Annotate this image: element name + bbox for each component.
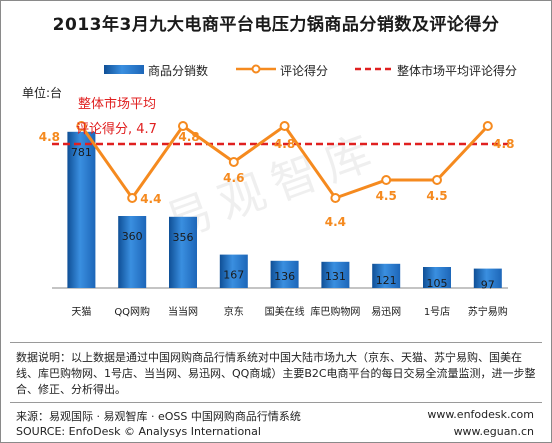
score-value-label-5: 4.4 xyxy=(325,215,346,229)
chart-title: 2013年3月九大电商平台电压力锅商品分销数及评论得分 xyxy=(52,15,500,35)
x-tick-label-7: 1号店 xyxy=(424,305,450,318)
bar-2 xyxy=(169,216,197,288)
separator-bottom xyxy=(10,402,542,403)
score-value-label-7: 4.5 xyxy=(426,189,447,203)
bar-value-label-2: 356 xyxy=(173,231,194,244)
score-value-label-6: 4.5 xyxy=(376,189,397,203)
bar-value-label-0: 781 xyxy=(71,146,92,159)
score-point-3 xyxy=(228,157,239,167)
bar-6 xyxy=(372,263,401,288)
legend-line-label: 评论得分 xyxy=(280,64,329,78)
site-enfodesk: www.enfodesk.com xyxy=(427,408,534,421)
source-cn: 来源：易观国际 · 易观智库 · eOSS 中国网购商品行情系统 xyxy=(16,410,301,423)
x-tick-label-5: 库巴购物网 xyxy=(310,305,360,318)
avg-annotation-line2: 评论得分, 4.7 xyxy=(76,121,157,137)
score-value-label-2: 4.8 xyxy=(178,130,199,144)
score-value-label-4: 4.8 xyxy=(274,137,295,151)
x-tick-label-4: 国美在线 xyxy=(265,305,305,318)
bar-value-label-5: 131 xyxy=(325,270,346,283)
score-point-4 xyxy=(279,121,290,131)
bar-4 xyxy=(270,260,299,288)
score-point-2 xyxy=(178,121,188,131)
bar-value-label-4: 136 xyxy=(274,270,295,283)
x-tick-label-6: 易迅网 xyxy=(371,306,401,318)
x-tick-label-3: 京东 xyxy=(224,305,244,318)
score-point-0 xyxy=(76,121,87,131)
score-point-5 xyxy=(330,193,341,203)
score-value-label-0: 4.8 xyxy=(39,130,60,144)
separator-top xyxy=(10,342,542,343)
score-point-1 xyxy=(127,193,138,203)
bar-7 xyxy=(423,267,451,288)
legend-avg-label: 整体市场平均评论得分 xyxy=(397,64,518,78)
avg-annotation-line1: 整体市场平均 xyxy=(78,96,156,112)
score-point-8 xyxy=(482,121,493,131)
bar-8 xyxy=(473,268,502,288)
bar-value-label-8: 97 xyxy=(481,279,495,292)
score-value-label-3: 4.6 xyxy=(223,171,244,185)
source-en: SOURCE: EnfoDesk © Analysys Internationa… xyxy=(16,425,261,438)
bar-value-label-1: 360 xyxy=(122,230,143,243)
score-point-6 xyxy=(381,175,392,185)
bar-0 xyxy=(67,131,96,288)
legend-bar-swatch xyxy=(104,65,144,74)
bar-value-label-7: 105 xyxy=(427,277,448,290)
unit-label: 单位:台 xyxy=(22,86,63,100)
x-tick-label-1: QQ网购 xyxy=(114,305,150,318)
score-value-label-1: 4.4 xyxy=(140,192,161,206)
legend-line-marker xyxy=(251,64,261,74)
legend-bar-label: 商品分销数 xyxy=(148,64,209,78)
bar-3 xyxy=(219,254,248,288)
x-tick-label-0: 天猫 xyxy=(71,305,91,318)
site-eguan: www.eguan.cn xyxy=(453,425,534,438)
data-note: 数据说明：以上数据是通过中国网购商品行情系统对中国大陆市场九大（京东、天猫、苏宁… xyxy=(16,351,536,396)
score-point-7 xyxy=(432,175,442,185)
x-tick-label-2: 当当网 xyxy=(168,305,198,318)
x-tick-label-8: 苏宁易购 xyxy=(468,305,508,318)
bar-5 xyxy=(321,261,350,288)
bar-value-label-3: 167 xyxy=(223,269,244,282)
score-value-label-8: 4.8 xyxy=(493,137,514,151)
bar-1 xyxy=(118,216,147,288)
bar-value-label-6: 121 xyxy=(376,274,397,287)
